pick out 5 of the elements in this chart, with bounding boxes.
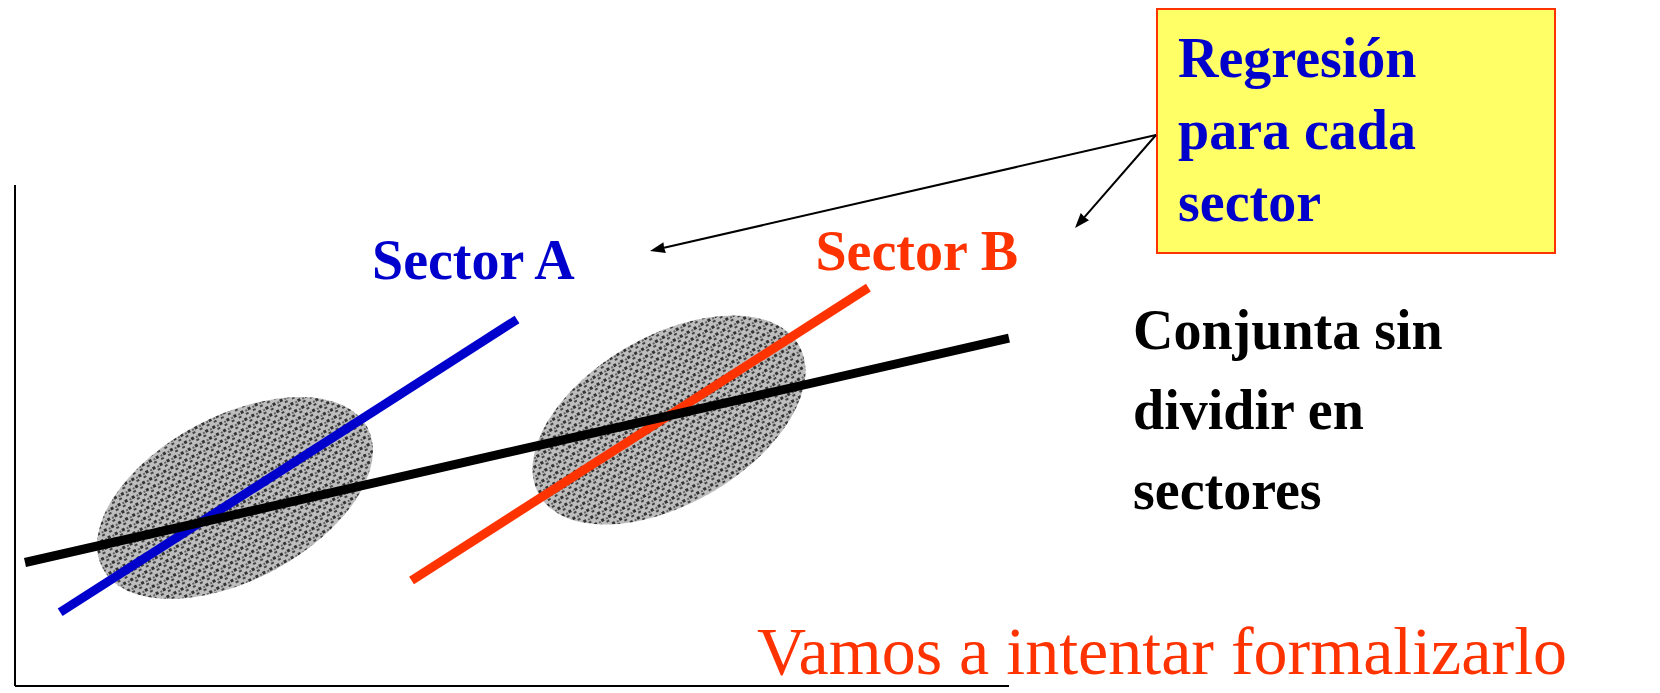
text: Regresión para cada sector [1178,26,1418,235]
text: Conjunta sin dividir en sectores [1133,299,1443,522]
annotation: Vamos a intentar formalizarlo [757,612,1568,690]
series-label: Sector B [815,219,1019,282]
series-label: Sector A [372,229,576,292]
